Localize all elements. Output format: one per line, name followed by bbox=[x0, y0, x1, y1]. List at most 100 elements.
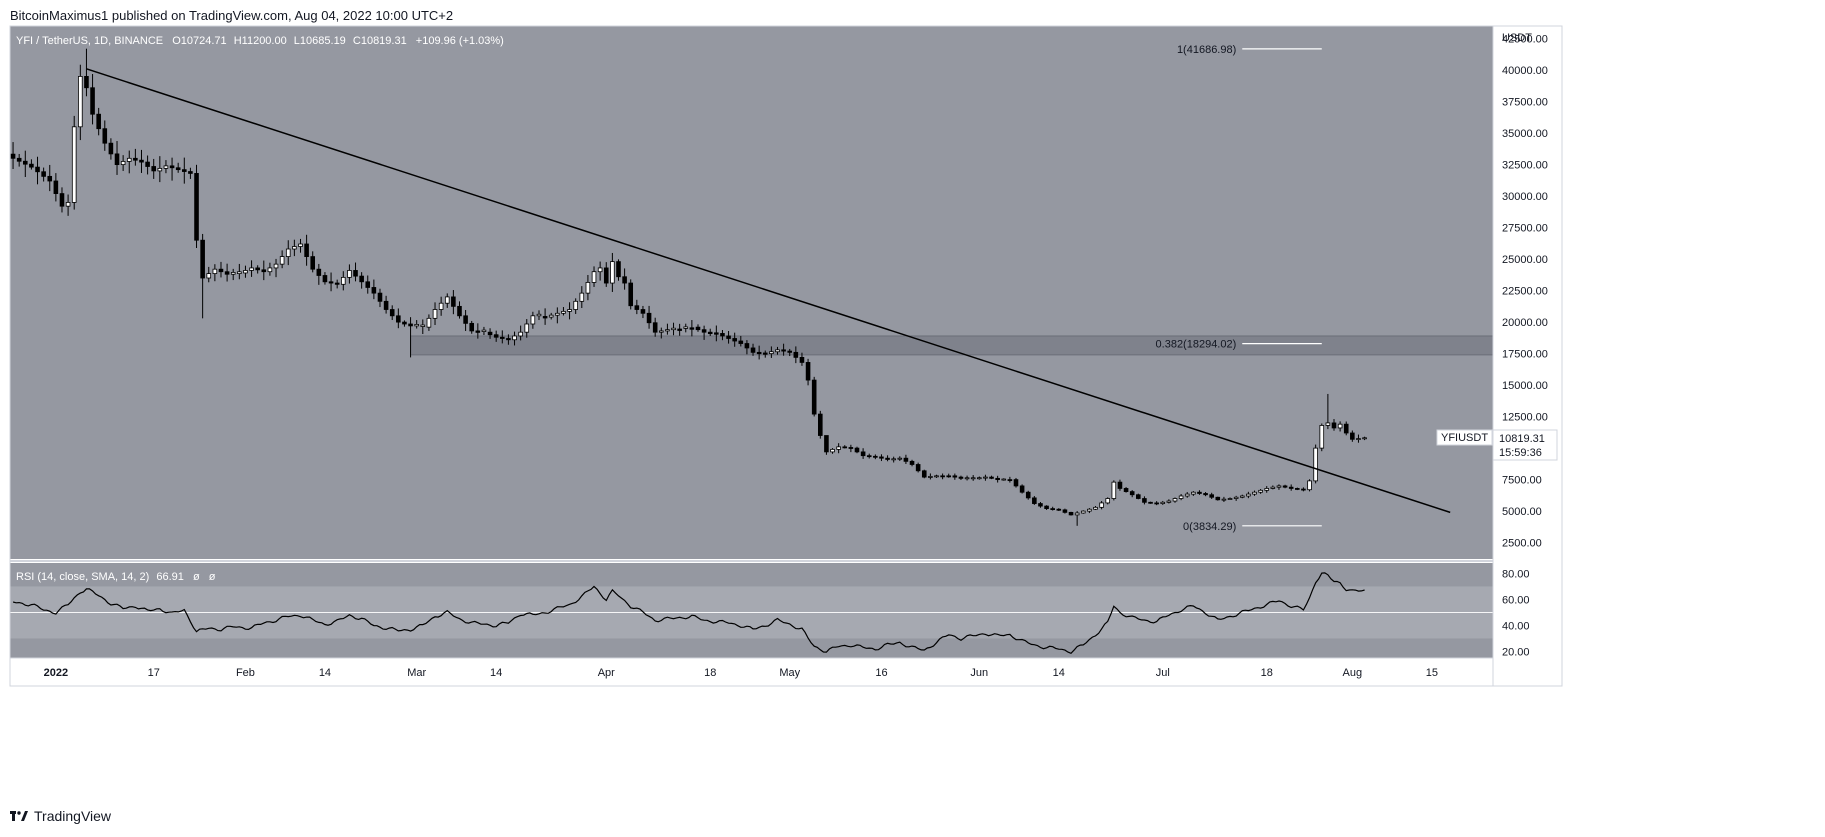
candle bbox=[1215, 496, 1221, 501]
price-pane[interactable] bbox=[10, 26, 1493, 559]
candle bbox=[1068, 511, 1074, 516]
price-axis[interactable]: 42500.00 40000.00 37500.00 35000.00 32500.00… bbox=[1502, 34, 1548, 550]
candle bbox=[1252, 490, 1257, 496]
candle bbox=[243, 265, 248, 278]
candle-body bbox=[322, 275, 328, 283]
candle bbox=[824, 435, 829, 455]
candle bbox=[1258, 488, 1263, 494]
candle-body bbox=[652, 322, 658, 333]
candle-body bbox=[1288, 486, 1294, 489]
candle bbox=[230, 268, 236, 281]
candle bbox=[298, 238, 303, 253]
candle bbox=[1209, 492, 1214, 499]
candle bbox=[909, 459, 915, 467]
candle-body bbox=[298, 243, 303, 247]
candle bbox=[591, 266, 597, 287]
time-tick-label: 2022 bbox=[44, 667, 68, 679]
candle bbox=[475, 323, 481, 339]
candle-body bbox=[255, 267, 260, 271]
candle bbox=[1007, 476, 1013, 483]
candle bbox=[371, 279, 377, 300]
chart-canvas[interactable]: 1(41686.98) 0.382(18294.02) 0(3834.29) USD… bbox=[0, 0, 1825, 810]
candle-body bbox=[787, 350, 793, 353]
candle bbox=[1276, 484, 1282, 490]
symbol-legend[interactable]: YFI / TetherUS, 1D, BINANCE O10724.71 H1… bbox=[16, 35, 504, 47]
rsi-tick-label: 60.00 bbox=[1502, 594, 1530, 606]
rsi-legend[interactable]: RSI (14, close, SMA, 14, 2) 66.91 ø ø bbox=[16, 571, 216, 583]
last-price-tag[interactable]: YFIUSDT 10819.31 15:59:36 bbox=[1436, 429, 1558, 461]
candle bbox=[377, 288, 383, 308]
symbol-name: YFI / TetherUS, 1D, BINANCE bbox=[16, 35, 163, 47]
candle bbox=[1221, 496, 1227, 502]
time-tick-label: 15 bbox=[1426, 667, 1438, 679]
candle-body bbox=[775, 349, 780, 353]
candle bbox=[805, 358, 811, 386]
price-tick-label: 42500.00 bbox=[1502, 34, 1548, 46]
candle-body bbox=[683, 326, 689, 329]
candle-body bbox=[940, 475, 945, 478]
candle bbox=[145, 155, 150, 175]
rsi-axis[interactable]: 80.00 60.00 40.00 20.00 bbox=[1502, 568, 1530, 658]
candle-body bbox=[1258, 489, 1263, 493]
candle-body bbox=[1215, 496, 1221, 501]
candle bbox=[915, 462, 921, 473]
candle bbox=[646, 305, 652, 329]
candle bbox=[542, 308, 548, 325]
candle bbox=[714, 325, 719, 342]
candle bbox=[181, 157, 187, 184]
candle bbox=[1117, 479, 1123, 491]
candle bbox=[506, 334, 511, 345]
candle-body bbox=[970, 477, 976, 480]
candle bbox=[524, 319, 530, 338]
candle-body bbox=[1282, 485, 1288, 488]
time-tick-label: 18 bbox=[704, 667, 716, 679]
candle-body bbox=[836, 446, 841, 450]
candle-body bbox=[1337, 423, 1343, 429]
candle-body bbox=[126, 157, 132, 162]
candle bbox=[1129, 490, 1135, 498]
candle bbox=[1154, 501, 1159, 506]
close-value: 10819.31 bbox=[361, 35, 407, 47]
candle bbox=[310, 251, 316, 273]
candle-body bbox=[224, 271, 230, 275]
candle-body bbox=[316, 268, 322, 276]
candle bbox=[1331, 419, 1337, 431]
candle-body bbox=[824, 435, 829, 453]
candle-body bbox=[512, 335, 517, 341]
candle-body bbox=[151, 166, 157, 172]
candle-body bbox=[573, 300, 578, 310]
candle-body bbox=[218, 268, 224, 273]
descending-trendline[interactable] bbox=[86, 68, 1451, 514]
candle bbox=[120, 155, 126, 171]
candle-body bbox=[451, 296, 456, 307]
time-tick-label: 18 bbox=[1261, 667, 1273, 679]
candle-body bbox=[1203, 493, 1208, 496]
candle bbox=[518, 325, 523, 341]
candle bbox=[866, 453, 872, 459]
candle bbox=[744, 340, 750, 355]
candle bbox=[53, 173, 59, 202]
candle bbox=[1038, 501, 1043, 508]
candle bbox=[732, 332, 737, 347]
candle bbox=[1356, 434, 1361, 443]
candle-body bbox=[671, 327, 676, 331]
candle bbox=[836, 443, 841, 454]
candle bbox=[35, 156, 40, 185]
candle bbox=[267, 262, 273, 276]
candle-body bbox=[952, 475, 958, 478]
tradingview-footer[interactable]: TradingView bbox=[10, 808, 111, 824]
candle bbox=[616, 259, 621, 281]
time-axis[interactable]: 2022 17 Feb 14 Mar 14 Apr 18 May 16 Jun 14 Jul 18 Aug 1… bbox=[44, 667, 1438, 679]
candle-body bbox=[90, 87, 95, 115]
candle bbox=[695, 324, 701, 332]
candle-body bbox=[230, 272, 236, 275]
candle-body bbox=[1050, 508, 1055, 510]
candle bbox=[493, 330, 499, 342]
candle-body bbox=[481, 329, 487, 332]
candle-body bbox=[885, 457, 890, 460]
fib-retracement[interactable]: 1(41686.98) 0.382(18294.02) 0(3834.29) bbox=[1156, 44, 1322, 533]
candle bbox=[292, 239, 297, 257]
price-tag-symbol: YFIUSDT bbox=[1441, 432, 1488, 444]
candle-body bbox=[591, 271, 597, 283]
candle bbox=[952, 473, 958, 480]
